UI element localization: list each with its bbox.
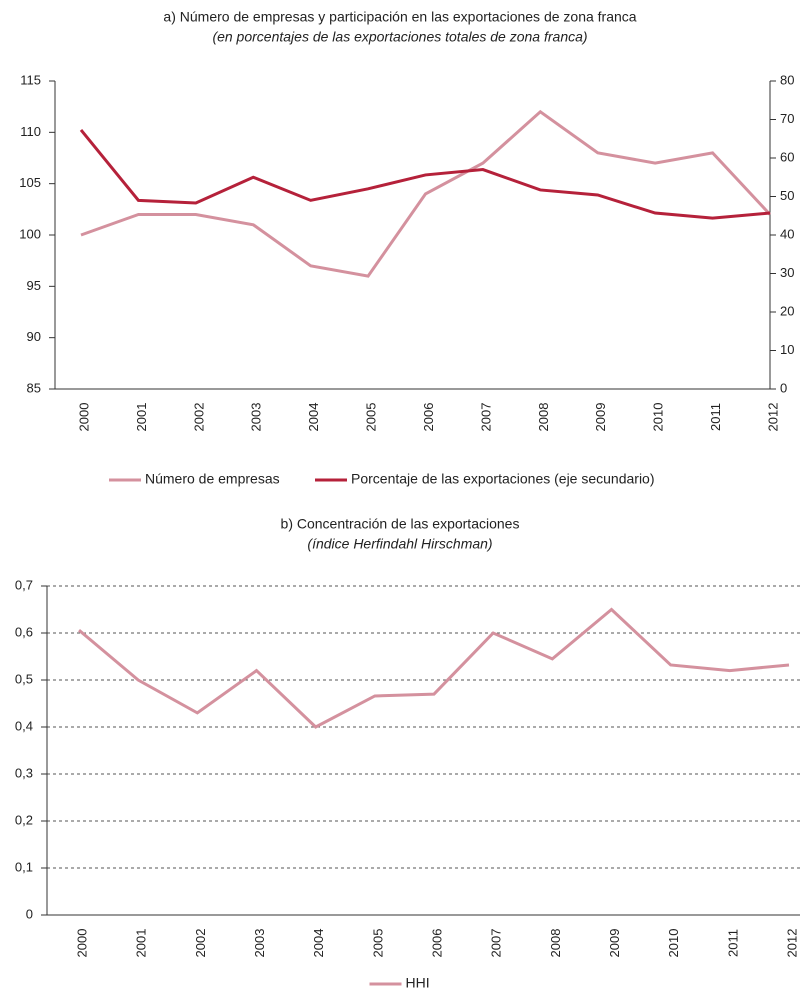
series-line (79, 128, 771, 220)
y2-tick-label: 40 (780, 226, 794, 241)
chart-title: a) Número de empresas y participación en… (163, 9, 636, 25)
x-tick-label: 2003 (252, 929, 267, 958)
x-tick-label: 2012 (784, 929, 799, 958)
y-tick-label: 0,4 (15, 718, 33, 733)
y-tick-label: 0,5 (15, 671, 33, 686)
chart-title: b) Concentración de las exportaciones (281, 516, 520, 532)
x-tick-label: 2003 (249, 403, 264, 432)
y-tick-label: 0,6 (15, 624, 33, 639)
legend-label: Número de empresas (145, 471, 280, 487)
y-tick-label: 110 (20, 124, 41, 139)
series-line (78, 607, 790, 729)
x-tick-label: 2007 (478, 403, 493, 432)
x-tick-label: 2006 (421, 403, 436, 432)
y2-tick-label: 50 (780, 188, 794, 203)
y-tick-label: 0,1 (15, 859, 33, 874)
x-tick-label: 2007 (489, 929, 504, 958)
x-tick-label: 2002 (193, 929, 208, 958)
x-tick-label: 2001 (134, 929, 149, 958)
x-tick-label: 2011 (708, 403, 723, 431)
y2-tick-label: 60 (780, 149, 794, 164)
y-tick-label: 100 (19, 226, 41, 241)
y2-tick-label: 80 (780, 72, 794, 87)
x-tick-label: 2012 (765, 403, 780, 432)
x-tick-label: 2009 (607, 929, 622, 958)
y2-tick-label: 0 (780, 380, 787, 395)
y-tick-label: 95 (27, 278, 41, 293)
x-tick-label: 2008 (548, 929, 563, 958)
x-tick-label: 2004 (306, 403, 321, 432)
legend-label: Porcentaje de las exportaciones (eje sec… (351, 471, 655, 487)
chart-subtitle: (índice Herfindahl Hirschman) (307, 536, 492, 552)
y-tick-label: 0,2 (15, 812, 33, 827)
y-tick-label: 0,7 (15, 577, 33, 592)
x-tick-label: 2005 (364, 403, 379, 432)
y-tick-label: 105 (19, 175, 41, 190)
x-tick-label: 2000 (74, 929, 89, 958)
x-tick-label: 2010 (651, 403, 666, 432)
x-tick-label: 2006 (429, 929, 444, 958)
y2-tick-label: 10 (780, 342, 794, 357)
y2-tick-label: 70 (780, 111, 794, 126)
y-tick-label: 90 (27, 329, 41, 344)
y-tick-label: 115 (20, 72, 41, 87)
series-line (80, 109, 772, 278)
y-tick-label: 0 (26, 906, 33, 921)
x-tick-label: 2011 (725, 929, 740, 957)
y2-tick-label: 20 (780, 303, 794, 318)
y-tick-label: 85 (27, 380, 41, 395)
x-tick-label: 2009 (593, 403, 608, 432)
chart-subtitle: (en porcentajes de las exportaciones tot… (212, 29, 587, 45)
x-tick-label: 2005 (370, 929, 385, 958)
y-tick-label: 0,3 (15, 765, 33, 780)
x-tick-label: 2001 (134, 403, 149, 432)
y2-tick-label: 30 (780, 265, 794, 280)
x-tick-label: 2010 (666, 929, 681, 958)
x-tick-label: 2000 (76, 403, 91, 432)
legend-label: HHI (406, 975, 430, 991)
x-tick-label: 2002 (191, 403, 206, 432)
x-tick-label: 2008 (536, 403, 551, 432)
x-tick-label: 2004 (311, 929, 326, 958)
